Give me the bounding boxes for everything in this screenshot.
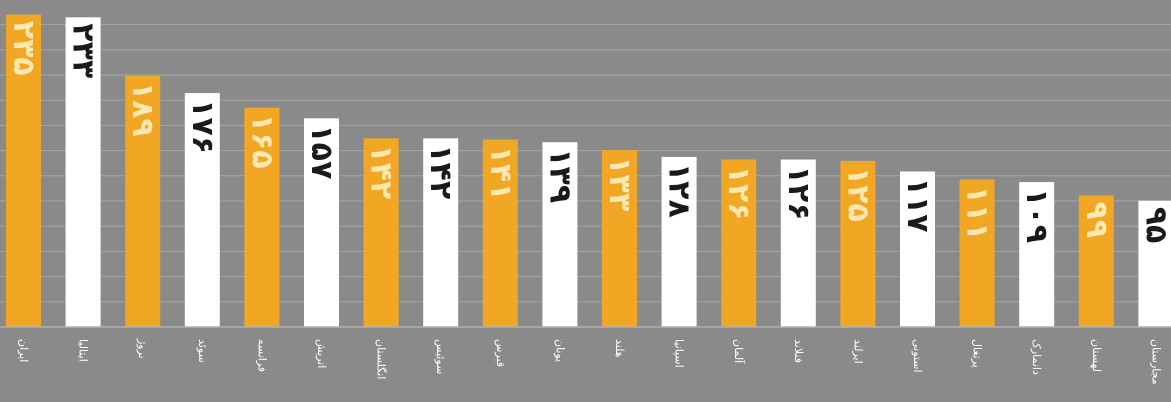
bar <box>780 159 816 327</box>
value-label: ۱۰۹ <box>1019 188 1054 243</box>
bar <box>721 159 757 327</box>
x-tick-label: دانمارک <box>1030 339 1043 375</box>
bar <box>423 138 459 327</box>
bar <box>602 150 637 327</box>
value-label: ۱۷۶ <box>185 99 220 154</box>
bars <box>6 14 1171 328</box>
x-tick-label: هلند <box>613 339 626 358</box>
value-label: ۲۳۳ <box>66 23 101 78</box>
value-label: ۱۱۱ <box>960 185 995 240</box>
value-label: ۱۱۷ <box>900 177 935 232</box>
bar <box>840 160 876 327</box>
value-label: ۱۵۷ <box>304 124 339 179</box>
bar <box>482 139 518 327</box>
value-label: ۹۵ <box>1138 207 1171 244</box>
x-tick-label: سوئد <box>196 339 209 363</box>
bar <box>542 142 578 327</box>
value-label: ۹۹ <box>1079 201 1114 238</box>
value-label: ۱۳۳ <box>602 156 637 211</box>
value-label: ۱۳۹ <box>542 148 577 203</box>
value-label: ۱۴۱ <box>483 146 518 201</box>
bar <box>244 107 280 327</box>
value-label: ۱۴۲ <box>364 144 399 199</box>
value-label: ۱۲۸ <box>662 163 697 218</box>
value-label: ۱۶۵ <box>244 114 279 169</box>
bar <box>125 75 161 327</box>
bar <box>6 14 41 327</box>
bar <box>65 17 101 328</box>
x-tick-label: استونی <box>911 339 924 373</box>
value-labels: ۲۳۵ ۲۳۳ ۱۸۹ ۱۷۶ ۱۶۵ ۱۵۷ ۱۴۲ ۱۴۲ ۱۴۱ ۱۳۹ ۱۳۳ ۱۲۸ ۱۲۶ ۱… <box>6 21 1171 244</box>
bar <box>184 93 220 327</box>
x-tick-labels: ایران ایتالیا نروژ سوئد فرانسه اتریش انگلستان س… <box>17 338 1162 385</box>
value-label: ۱۸۹ <box>125 82 160 137</box>
x-tick-label: آلمان <box>732 339 746 364</box>
bar <box>1019 182 1055 327</box>
x-tick-label: مجارستان <box>1149 339 1162 385</box>
bar <box>900 171 935 327</box>
x-tick-label: یونان <box>553 339 566 362</box>
bar <box>1138 200 1171 327</box>
x-tick-label: ایرلند <box>851 339 864 364</box>
value-label: ۲۳۵ <box>6 21 41 76</box>
x-tick-label: اتریش <box>315 339 328 368</box>
x-tick-label: لهستان <box>1090 339 1103 372</box>
bar <box>304 118 339 327</box>
x-tick-label: پرتغال <box>971 339 984 368</box>
x-tick-label: فرانسه <box>255 339 268 372</box>
bar <box>363 138 399 327</box>
value-label: ۱۲۵ <box>840 167 875 222</box>
bar <box>959 179 995 327</box>
x-tick-label: قبرس <box>494 339 507 367</box>
bar <box>661 156 697 327</box>
x-tick-label: نروژ <box>136 338 149 359</box>
x-tick-label: سوئیس <box>434 339 447 374</box>
x-tick-label: ایتالیا <box>77 339 90 362</box>
value-label: ۱۲۶ <box>721 166 756 221</box>
value-label: ۱۲۶ <box>781 166 816 221</box>
x-tick-label: انگلستان <box>375 339 388 379</box>
value-label: ۱۴۲ <box>423 144 458 199</box>
x-tick-label: اسپانیا <box>673 339 686 368</box>
x-tick-label: فنلاند <box>792 339 805 363</box>
x-tick-label: ایران <box>17 339 30 362</box>
bar <box>1078 195 1114 327</box>
